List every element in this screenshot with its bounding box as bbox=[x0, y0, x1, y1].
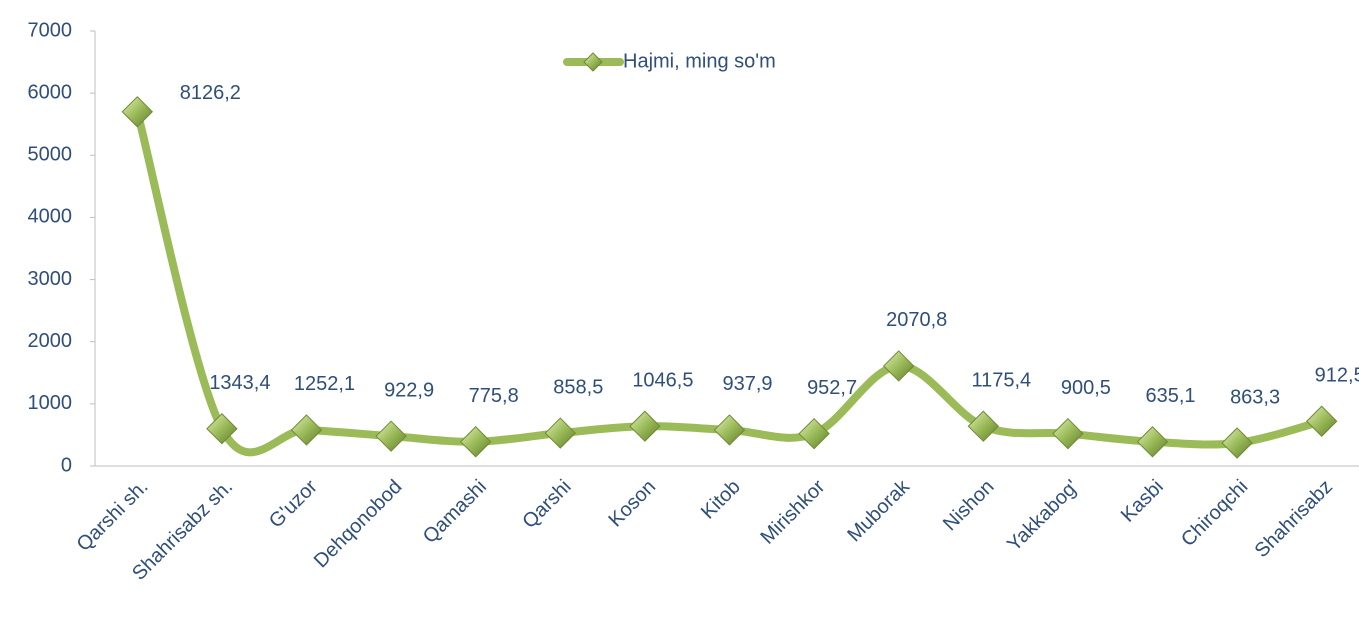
point-annotation: 1343,4 bbox=[209, 372, 270, 394]
point-annotation: 8126,2 bbox=[180, 82, 241, 104]
point bbox=[1221, 427, 1253, 459]
point-annotation: 2070,8 bbox=[886, 309, 947, 331]
x-tick-label: Qamashi bbox=[419, 476, 491, 548]
x-tick-label: Nishon bbox=[939, 476, 999, 536]
point-annotation: 858,5 bbox=[553, 376, 603, 398]
point-annotation: 1175,4 bbox=[971, 370, 1031, 392]
point bbox=[206, 413, 238, 445]
point bbox=[459, 426, 492, 458]
x-tick-label: Chiroqchi bbox=[1177, 476, 1252, 551]
x-tick-label: Shahrisabz bbox=[1251, 476, 1337, 562]
x-tick-label: G'uzor bbox=[265, 475, 322, 532]
point bbox=[121, 96, 154, 128]
point-annotation: 937,9 bbox=[722, 373, 772, 395]
y-tick-label: 6000 bbox=[28, 81, 73, 103]
point-annotation: 1046,5 bbox=[632, 370, 693, 392]
x-tick-label: Qarshi bbox=[518, 476, 575, 533]
point bbox=[798, 417, 830, 450]
y-tick-label: 0 bbox=[61, 454, 72, 476]
x-tick-label: Qarshi sh. bbox=[73, 476, 153, 556]
point bbox=[544, 417, 577, 449]
point bbox=[967, 410, 1000, 442]
point bbox=[882, 350, 915, 382]
point-annotation: 775,8 bbox=[469, 385, 519, 407]
x-tick-label: Kitob bbox=[697, 476, 745, 524]
point-annotation: 1252,1 bbox=[294, 373, 355, 395]
point bbox=[375, 420, 407, 452]
x-tick-label: Yakkabog' bbox=[1003, 476, 1083, 556]
series-line bbox=[133, 107, 1326, 457]
point-annotation: 952,7 bbox=[807, 377, 857, 399]
y-tick-label: 5000 bbox=[28, 144, 73, 166]
point bbox=[1305, 405, 1338, 437]
point-annotation: 863,3 bbox=[1230, 386, 1280, 408]
x-tick-label: Dehqonobod bbox=[310, 476, 407, 573]
point bbox=[290, 414, 323, 446]
x-tick-label: Mirishkor bbox=[756, 475, 829, 548]
y-tick-label: 2000 bbox=[28, 330, 73, 352]
point bbox=[713, 414, 746, 446]
point-annotation: 922,9 bbox=[384, 379, 434, 401]
x-tick-label: Kasbi bbox=[1117, 476, 1168, 527]
x-tick-label: Koson bbox=[605, 476, 661, 532]
y-tick-label: 4000 bbox=[28, 206, 73, 228]
point-annotation: 912,5 bbox=[1315, 365, 1359, 387]
point-annotation: 635,1 bbox=[1145, 385, 1195, 407]
point-annotation: 900,5 bbox=[1061, 377, 1111, 399]
point bbox=[1136, 426, 1169, 458]
legend-label: Hajmi, ming so'm bbox=[623, 50, 776, 72]
y-tick-label: 7000 bbox=[28, 19, 73, 41]
y-tick-label: 1000 bbox=[28, 392, 73, 414]
y-tick-label: 3000 bbox=[28, 268, 73, 290]
legend-marker bbox=[583, 52, 603, 72]
point bbox=[629, 410, 661, 442]
point bbox=[1052, 417, 1084, 450]
x-tick-label: Muborak bbox=[843, 475, 914, 546]
